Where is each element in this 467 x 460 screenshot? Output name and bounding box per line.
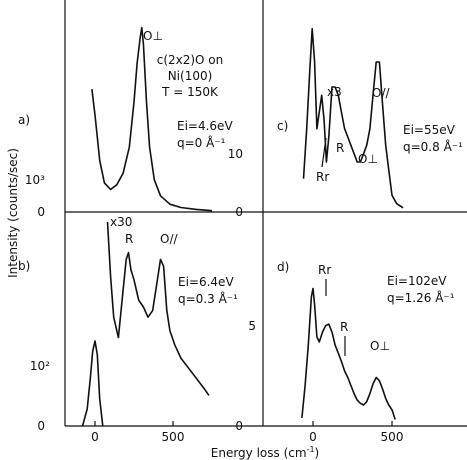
panel-d: d) 0 5 Ei=102eV q=1.26 Å⁻¹ Rr R O⊥ xyxy=(235,260,454,433)
panel-b: b) 0 10² x30 Ei=6.4eV q=0.3 Å⁻¹ R O// xyxy=(18,215,238,433)
trace-a xyxy=(91,26,213,212)
trace-b-x30 xyxy=(106,221,210,396)
x-tick-label-500: 500 xyxy=(162,430,185,444)
panel-b-energy: Ei=6.4eV xyxy=(178,275,234,289)
panel-a-ytick-0: 0 xyxy=(37,205,45,219)
panel-c: c) 0 10 x3 Ei=55eV q=0.8 Å⁻¹ Rr R O⊥ O// xyxy=(228,27,463,219)
panel-c-peak-label-0: Rr xyxy=(316,170,329,184)
panel-d-label: d) xyxy=(277,260,289,274)
x-axis-label-sup: -1 xyxy=(307,445,315,454)
panel-b-peak-label-1: O// xyxy=(160,232,178,246)
x-tick-label-0: 0 xyxy=(91,430,99,444)
panel-d-peak-label-2: O⊥ xyxy=(370,339,390,353)
panel-b-ytick-0: 0 xyxy=(37,419,45,433)
x-tick-label-0-right: 0 xyxy=(309,430,317,444)
trace-b-elastic xyxy=(81,340,104,427)
x-axis-label: Energy loss (cm-1) xyxy=(211,445,319,460)
x-axis-label-main: Energy loss (cm xyxy=(211,446,307,460)
frames xyxy=(64,0,467,427)
panel-a-energy: Ei=4.6eV xyxy=(177,119,233,133)
x-tick-label-500-right: 500 xyxy=(381,430,404,444)
panel-b-multiplier: x30 xyxy=(110,215,132,229)
panel-c-q: q=0.8 Å⁻¹ xyxy=(403,139,463,154)
panel-a-peak-label-0: O⊥ xyxy=(143,29,163,43)
panel-c-peak-label-1: R xyxy=(336,141,344,155)
x-axis-label-end: ) xyxy=(315,446,320,460)
panel-d-ytick-1: 5 xyxy=(248,319,256,333)
panel-d-peak-label-1: R xyxy=(340,320,348,334)
panel-a-label: a) xyxy=(18,113,30,127)
panel-d-q: q=1.26 Å⁻¹ xyxy=(387,290,455,305)
panel-d-energy: Ei=102eV xyxy=(387,274,447,288)
panel-b-label: b) xyxy=(18,259,30,273)
y-axis-label: Intensity (counts/sec) xyxy=(6,148,20,278)
panel-a-title-2: Ni(100) xyxy=(168,69,213,83)
panel-a-title-3: T = 150K xyxy=(161,85,219,99)
panel-a-q: q=0 Å⁻¹ xyxy=(177,135,226,150)
panel-a: a) 0 10³ c(2x2)O on Ni(100) T = 150K Ei=… xyxy=(18,26,233,219)
panel-d-peak-label-0: Rr xyxy=(318,263,331,277)
panel-b-peak-label-0: R xyxy=(125,232,133,246)
panel-b-ytick-1: 10² xyxy=(30,359,50,373)
panel-a-ytick-1: 10³ xyxy=(25,173,45,187)
trace-d xyxy=(301,287,396,420)
panel-c-ytick-1: 10 xyxy=(228,147,243,161)
panel-c-label: c) xyxy=(277,119,288,133)
panel-c-ytick-0: 0 xyxy=(235,205,243,219)
trace-c xyxy=(302,27,404,209)
panel-d-ytick-0: 0 xyxy=(235,419,243,433)
panel-a-title-1: c(2x2)O on xyxy=(157,53,224,67)
panel-b-q: q=0.3 Å⁻¹ xyxy=(178,291,238,306)
panel-c-energy: Ei=55eV xyxy=(403,123,456,137)
